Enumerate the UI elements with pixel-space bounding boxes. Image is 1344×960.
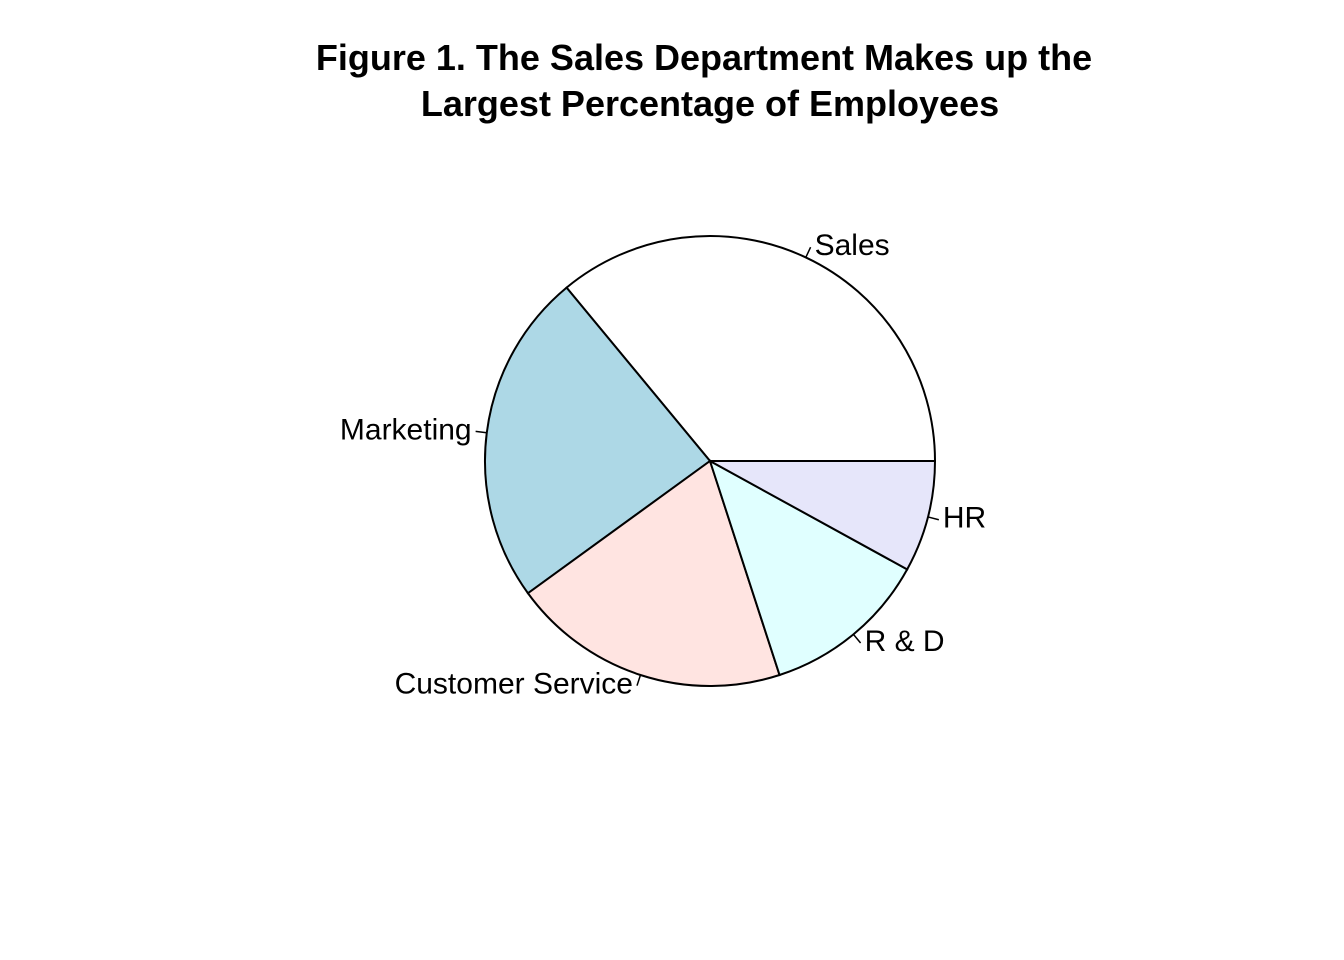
pie-labels: Sales Marketing Customer Service R & D HR xyxy=(340,229,986,700)
chart-title-line-2: Largest Percentage of Employees xyxy=(421,83,999,124)
pie-slice-hr xyxy=(709,460,937,571)
pie-leader-marketing xyxy=(475,430,487,434)
pie-label-hr: HR xyxy=(943,502,986,535)
pie-leader-customer-service xyxy=(636,674,642,686)
pie-slice-r-d xyxy=(708,458,909,677)
pie-label-customer-service: Customer Service xyxy=(395,668,633,701)
pie-slice-sales xyxy=(565,235,937,462)
pie-label-r-d: R & D xyxy=(865,625,945,658)
pie-label-marketing: Marketing xyxy=(340,413,472,446)
pie-leader-hr xyxy=(927,516,940,521)
pie-leader-r-d xyxy=(852,633,862,644)
pie-label-sales: Sales xyxy=(815,229,890,262)
pie-slice-customer-service xyxy=(526,459,781,687)
pie-slice-marketing xyxy=(484,286,712,595)
pie-slices xyxy=(484,235,937,687)
pie-leader-sales xyxy=(805,246,812,258)
chart-title-line-1: Figure 1. The Sales Department Makes up … xyxy=(316,37,1092,78)
